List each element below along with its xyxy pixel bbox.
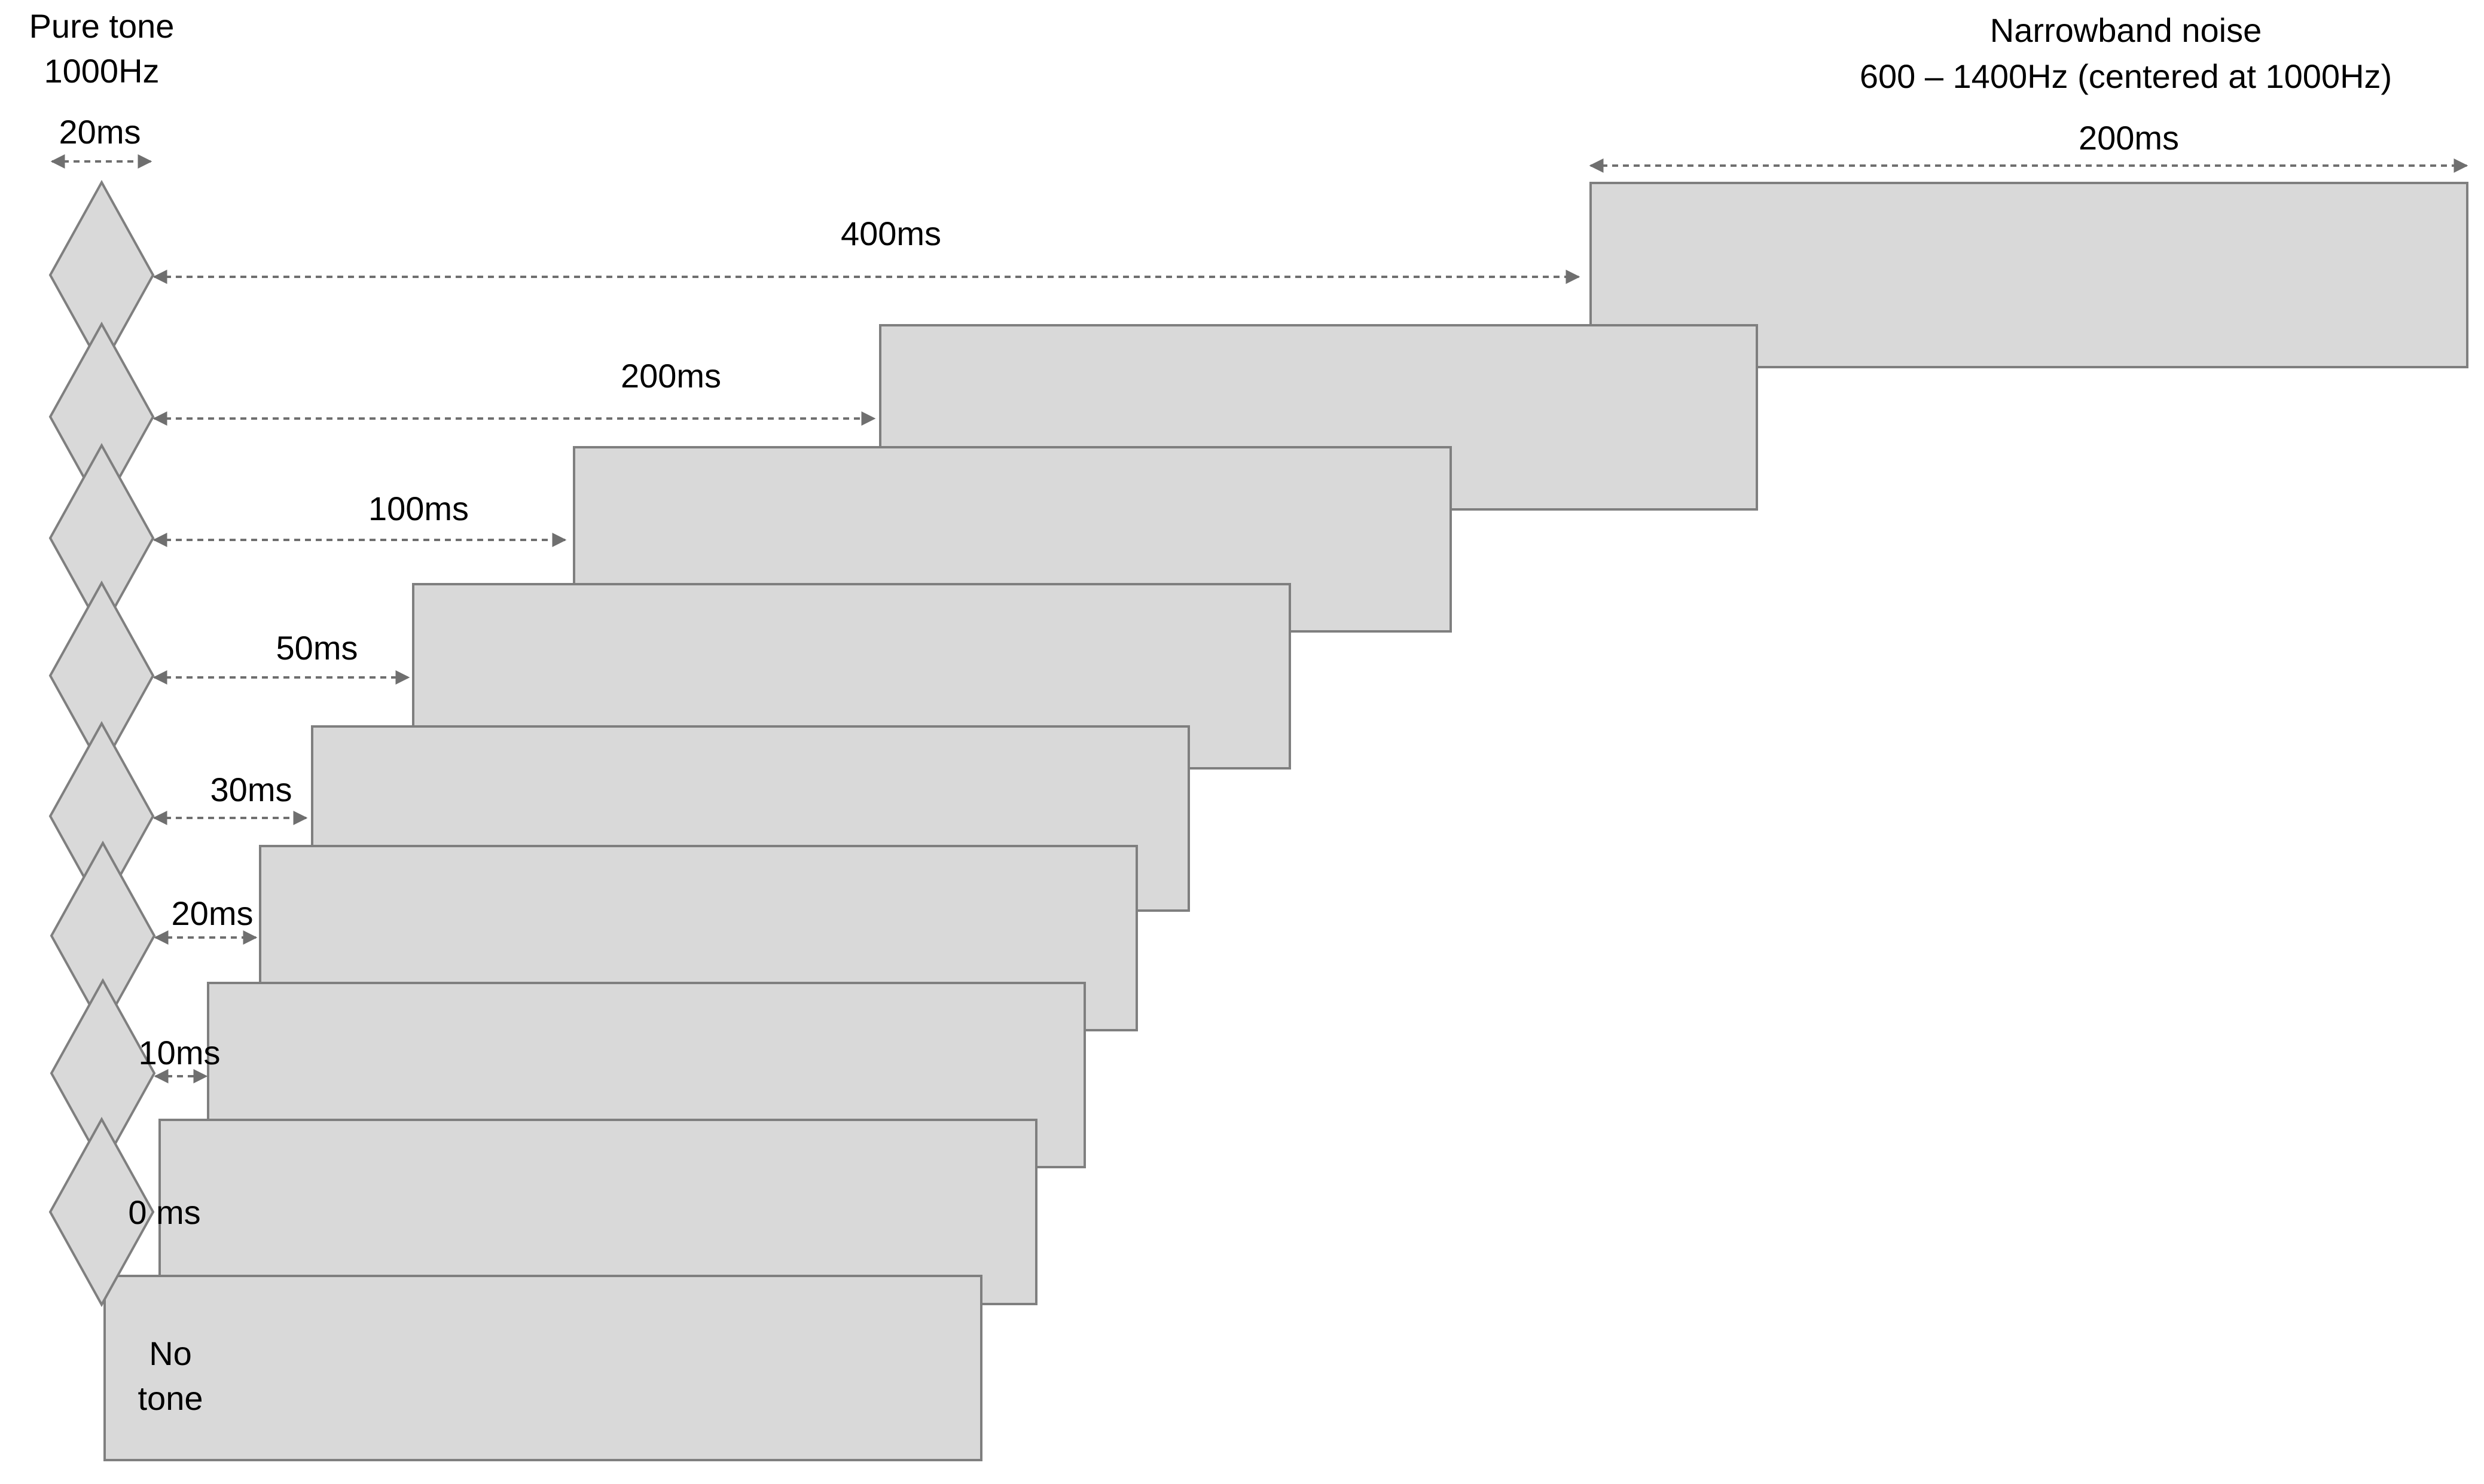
noise-title-line2: 600 – 1400Hz (centered at 1000Hz) — [1860, 57, 2392, 95]
gap-label-0ms: 0 ms — [128, 1193, 200, 1231]
tone-diamond-0ms — [48, 1116, 155, 1308]
gap-label-20ms: 20ms — [172, 894, 254, 932]
pure-tone-title-line1: Pure tone — [29, 7, 175, 45]
noise-boxes — [103, 182, 2468, 1461]
noise-title-line1: Narrowband noise — [1990, 11, 2262, 49]
gap-label-50ms: 50ms — [276, 629, 358, 667]
noise-box-0ms — [158, 1119, 1037, 1305]
pure-tone-title-line2: 1000Hz — [44, 52, 159, 90]
gap-label-30ms: 30ms — [210, 771, 292, 808]
tone-diamonds — [48, 179, 156, 1308]
noise-box-no-tone — [103, 1275, 982, 1461]
gap-arrows — [152, 270, 1580, 1083]
gap-label-200ms: 200ms — [621, 357, 721, 395]
no-tone-label-line2: tone — [138, 1379, 203, 1417]
gap-label-10ms: 10ms — [139, 1034, 221, 1071]
noise-duration-label: 200ms — [2079, 119, 2179, 157]
gap-label-400ms: 400ms — [841, 215, 941, 252]
no-tone-label-line1: No — [149, 1335, 192, 1372]
gap-label-100ms: 100ms — [368, 490, 469, 527]
pure-tone-duration-label: 20ms — [59, 113, 141, 151]
